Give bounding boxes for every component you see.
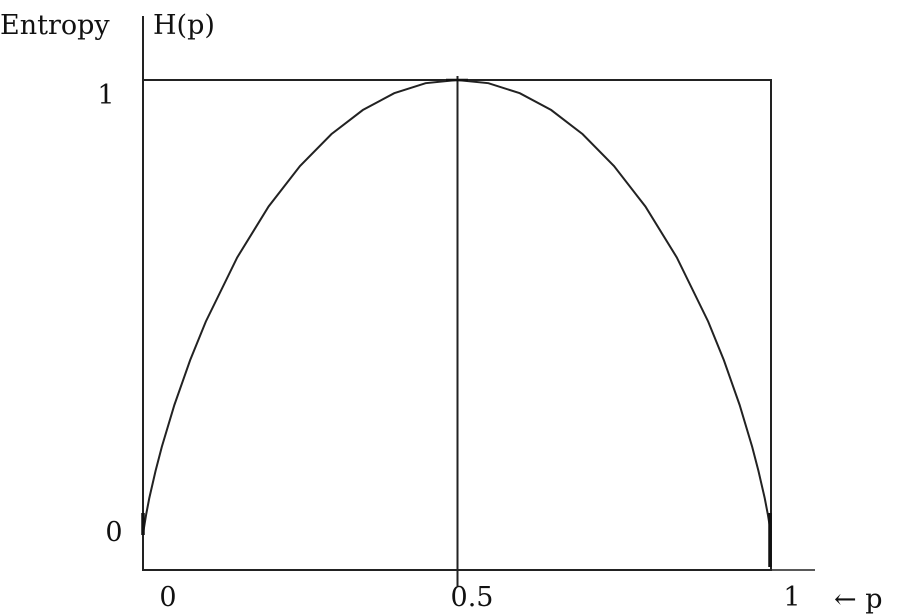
y-axis-title-entropy: Entropy: [0, 10, 110, 41]
x-tick-label-1: 1: [783, 582, 800, 613]
x-axis-title: ← p: [834, 584, 883, 615]
x-tick-label-0: 0: [159, 582, 176, 613]
y-tick-label-0: 0: [105, 517, 122, 548]
y-tick-label-1: 1: [97, 80, 114, 111]
y-axis-title-hp: H(p): [153, 10, 215, 41]
x-tick-label-0-5: 0.5: [451, 582, 494, 613]
